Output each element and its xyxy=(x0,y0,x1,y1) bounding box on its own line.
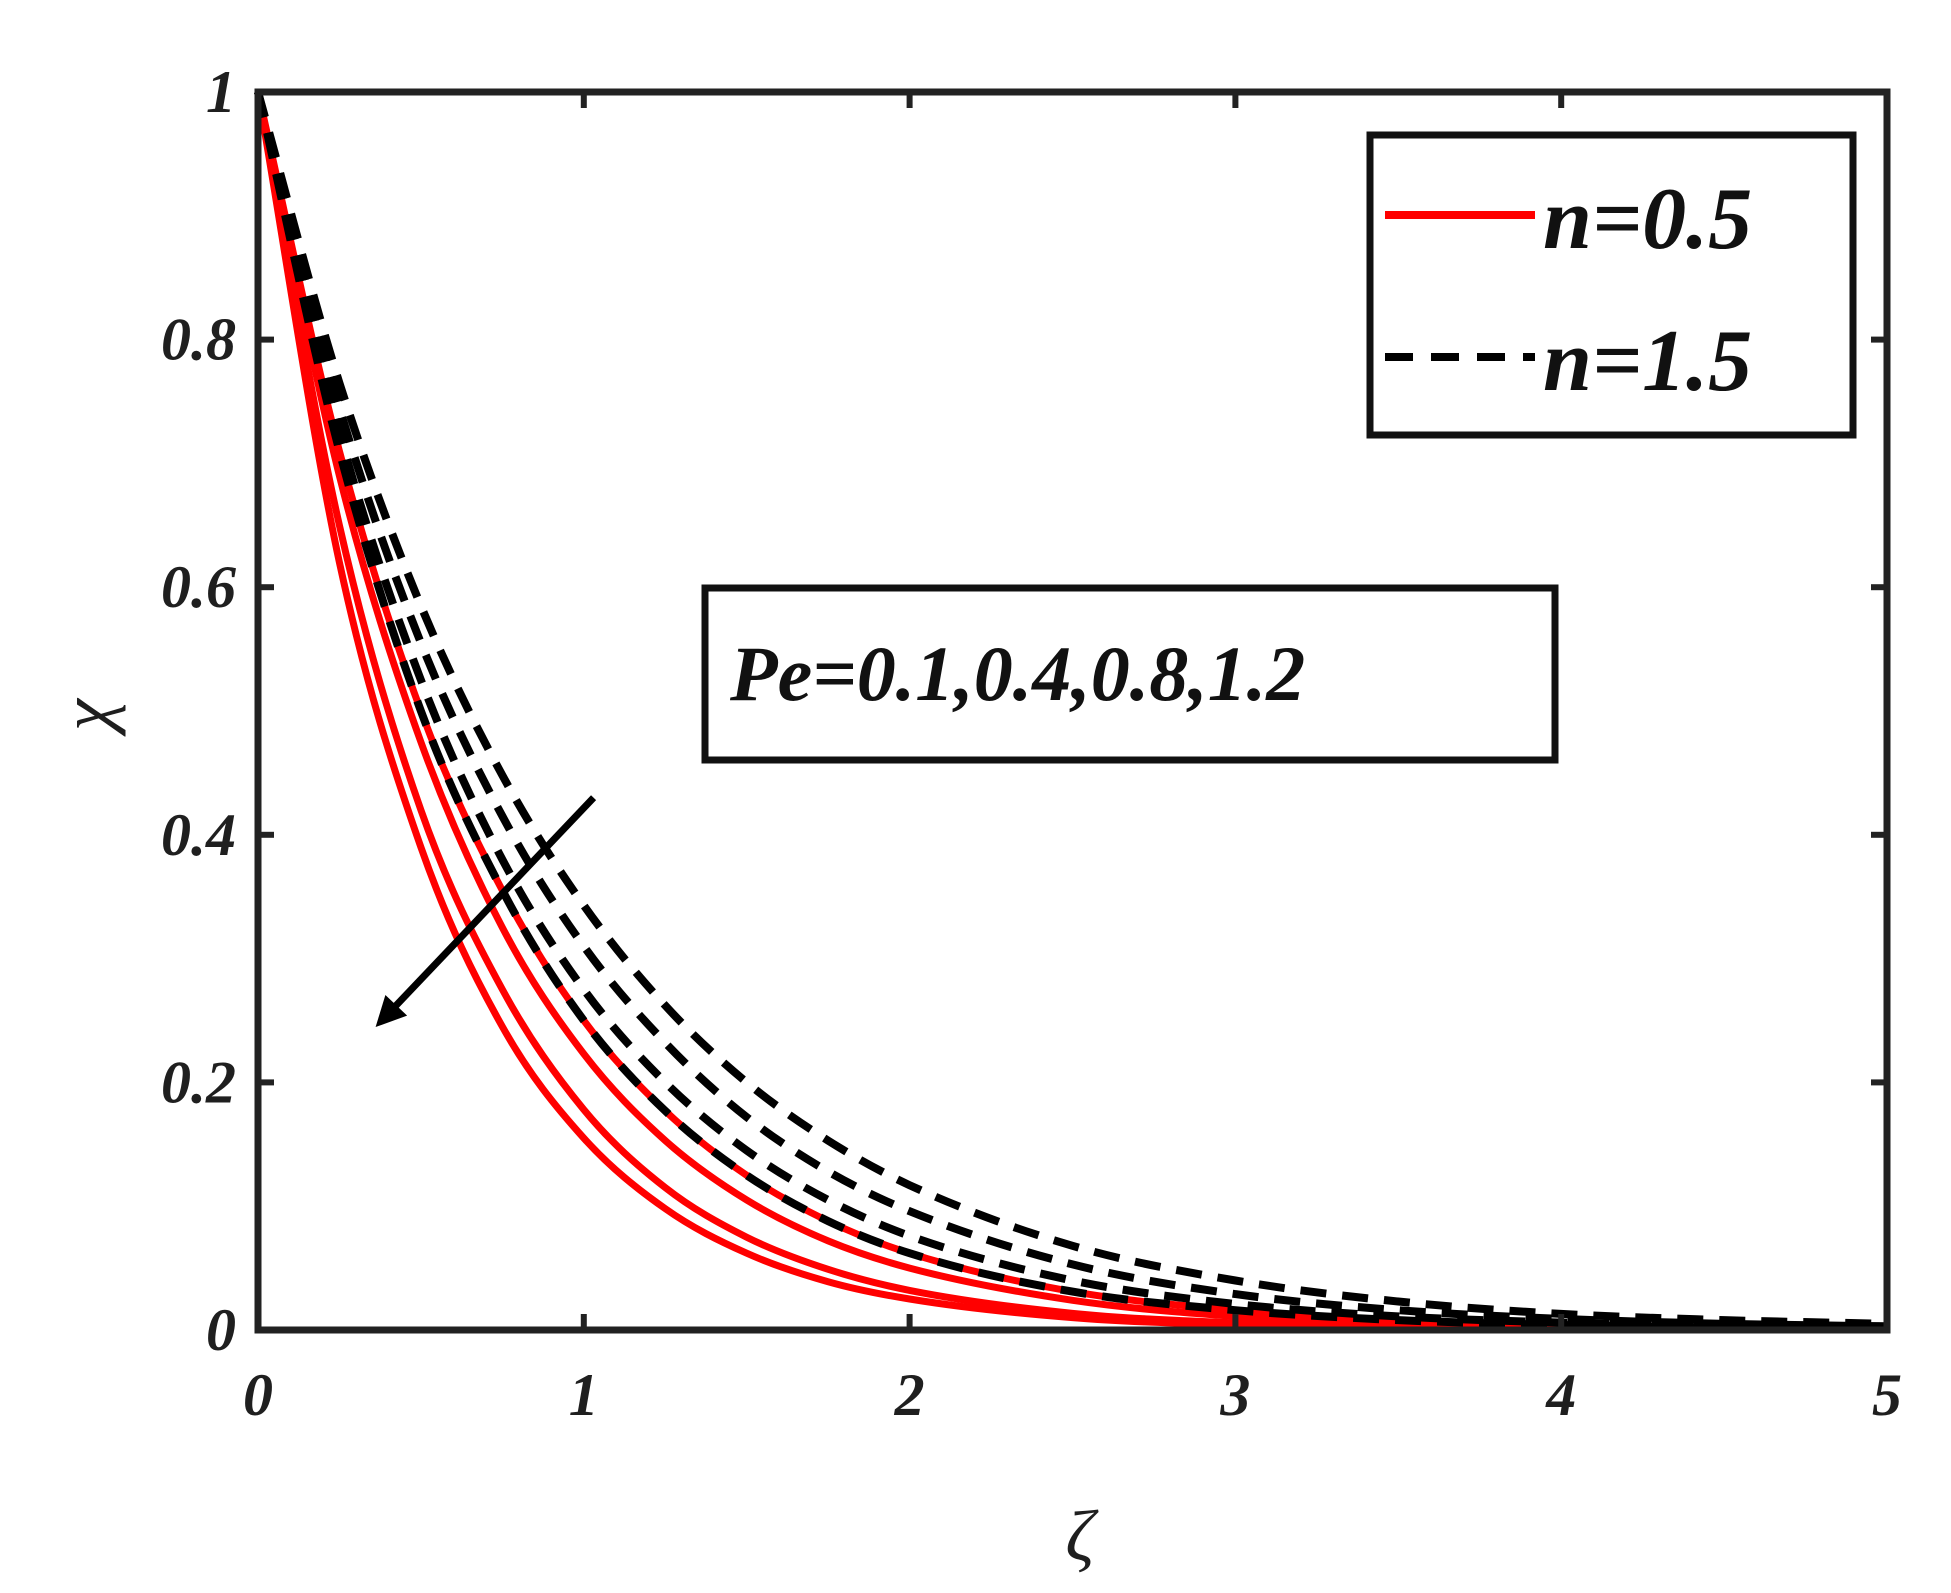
series-line-7 xyxy=(254,91,1888,1331)
annotation-text: Pe=0.1,0.4,0.8,1.2 xyxy=(729,630,1305,717)
annotation-box xyxy=(701,584,1559,764)
y-tick-label-4: 0.8 xyxy=(161,307,236,373)
y-tick-label-0: 0 xyxy=(206,1297,236,1363)
y-tick-label-2: 0.4 xyxy=(161,802,236,868)
annotation-arrow xyxy=(375,795,597,1028)
x-tick-label-2: 2 xyxy=(894,1362,925,1428)
x-tick-label-5: 5 xyxy=(1872,1362,1902,1428)
series-layer xyxy=(254,90,1888,1334)
legend-label-n05: n=0.5 xyxy=(1543,171,1752,268)
x-axis-label: ζ xyxy=(1065,1496,1099,1576)
x-tick-label-4: 4 xyxy=(1545,1362,1576,1428)
x-tick-label-1: 1 xyxy=(569,1362,599,1428)
axes-frame xyxy=(254,88,1891,1334)
x-tick-label-3: 3 xyxy=(1219,1362,1250,1428)
series-line-8 xyxy=(254,90,1888,1328)
x-tick-label-0: 0 xyxy=(243,1362,273,1428)
y-tick-label-1: 0.2 xyxy=(161,1049,236,1115)
annotation: Pe=0.1,0.4,0.8,1.2 xyxy=(375,584,1559,1028)
y-tick-label-3: 0.6 xyxy=(161,554,236,620)
y-tick-label-5: 1 xyxy=(206,59,236,125)
series-line-6 xyxy=(254,91,1888,1333)
legend-label-n15: n=1.5 xyxy=(1543,313,1752,410)
y-axis-label: χ xyxy=(46,697,126,737)
legend: n=0.5 n=1.5 xyxy=(1366,131,1857,439)
legend-box xyxy=(1366,131,1857,439)
axes-layer: 0 1 2 3 4 5 0 0.2 0.4 0.6 0.8 1 xyxy=(161,59,1902,1428)
